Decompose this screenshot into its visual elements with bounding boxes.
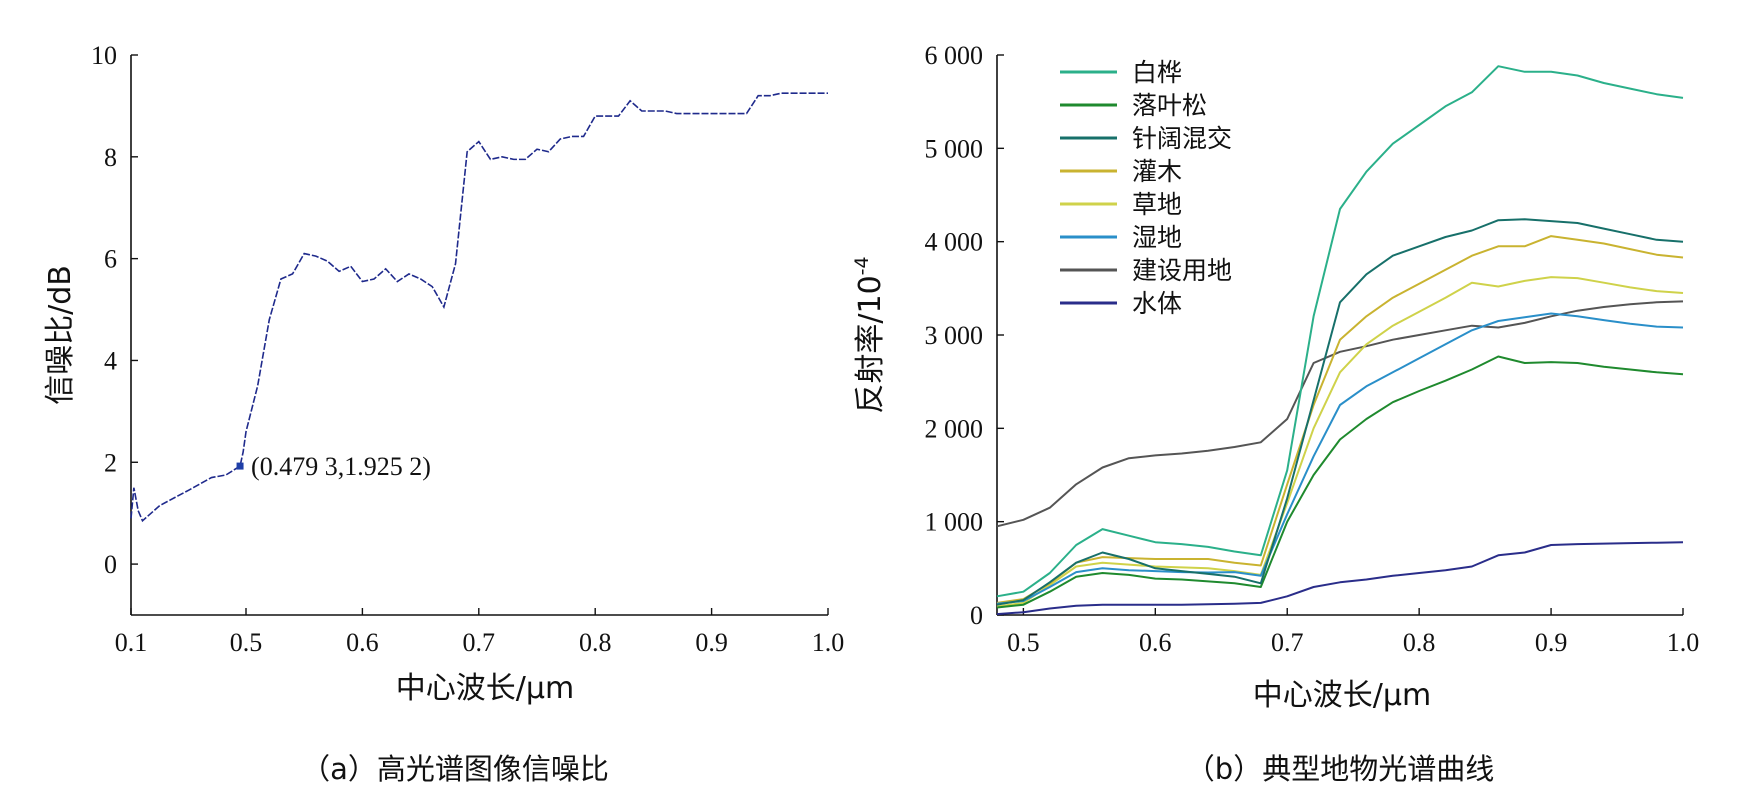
caption-a: （a）高光谱图像信噪比 — [301, 752, 609, 786]
spectral-chart: 0.5 0.6 0.7 0.8 0.9 1.0 0 1 000 2 000 3 000 4 000 5… — [851, 41, 1699, 786]
x-tick-label: 0.1 — [115, 628, 148, 657]
y-tick-label: 3 000 — [925, 321, 984, 350]
legend-label: 针阔混交 — [1132, 124, 1232, 153]
series-line-7 — [996, 541, 1684, 616]
legend-label: 湿地 — [1132, 223, 1182, 252]
legend-label: 灌木 — [1132, 157, 1182, 186]
x-tick-label: 0.7 — [1271, 628, 1304, 657]
x-tick-label: 0.6 — [1139, 628, 1172, 657]
series-line-4 — [996, 276, 1684, 608]
y-axis-label: 信噪比/dB — [43, 265, 78, 405]
x-tick-label: 0.9 — [1535, 628, 1568, 657]
y-tick-label: 0 — [970, 601, 983, 630]
series-line-2 — [996, 218, 1684, 606]
x-tick-label: 0.5 — [1007, 628, 1040, 657]
x-tick-label: 1.0 — [812, 628, 845, 657]
annotation-marker — [236, 462, 244, 470]
series-line-5 — [996, 312, 1684, 605]
series-line-0 — [996, 65, 1684, 598]
y-tick-label: 0 — [104, 550, 117, 579]
caption-b: （b）典型地物光谱曲线 — [1186, 752, 1494, 786]
y-tick-label: 6 — [104, 245, 117, 274]
y-tick-label: 4 000 — [925, 228, 984, 257]
y-axis-label: 反射率/10-4 — [851, 256, 888, 413]
y-tick-label: 1 000 — [925, 508, 984, 537]
snr-chart: 0.1 0.5 0.6 0.7 0.8 0.9 1.0 0 2 4 6 8 10 (0.479 3,1.… — [43, 41, 844, 786]
legend-label: 水体 — [1132, 289, 1182, 318]
series-line-6 — [996, 300, 1684, 528]
x-tick-label: 0.8 — [579, 628, 612, 657]
x-tick-label: 0.8 — [1403, 628, 1436, 657]
y-axis-label-exponent: -4 — [851, 256, 873, 275]
annotation-label: (0.479 3,1.925 2) — [251, 452, 431, 481]
legend-label: 白桦 — [1132, 58, 1182, 87]
x-tick-label: 1.0 — [1667, 628, 1700, 657]
y-tick-label: 2 000 — [925, 414, 984, 443]
x-tick-label: 0.9 — [695, 628, 728, 657]
legend-label: 落叶松 — [1132, 91, 1207, 120]
x-axis-label: 中心波长/μm — [1253, 678, 1431, 713]
legend-label: 草地 — [1132, 190, 1182, 219]
x-tick-label: 0.6 — [346, 628, 379, 657]
x-axis-label: 中心波长/μm — [396, 671, 574, 706]
legend-label: 建设用地 — [1132, 256, 1232, 285]
series-line-1 — [996, 355, 1684, 609]
y-tick-label: 4 — [104, 346, 117, 375]
x-tick-label: 0.7 — [463, 628, 496, 657]
series-line-3 — [996, 235, 1684, 604]
y-tick-label: 8 — [104, 143, 117, 172]
y-tick-label: 6 000 — [925, 41, 984, 70]
x-tick-label: 0.5 — [230, 628, 263, 657]
y-tick-label: 5 000 — [925, 134, 984, 163]
y-tick-label: 10 — [91, 41, 117, 70]
y-tick-label: 2 — [104, 448, 117, 477]
snr-line — [130, 92, 828, 523]
